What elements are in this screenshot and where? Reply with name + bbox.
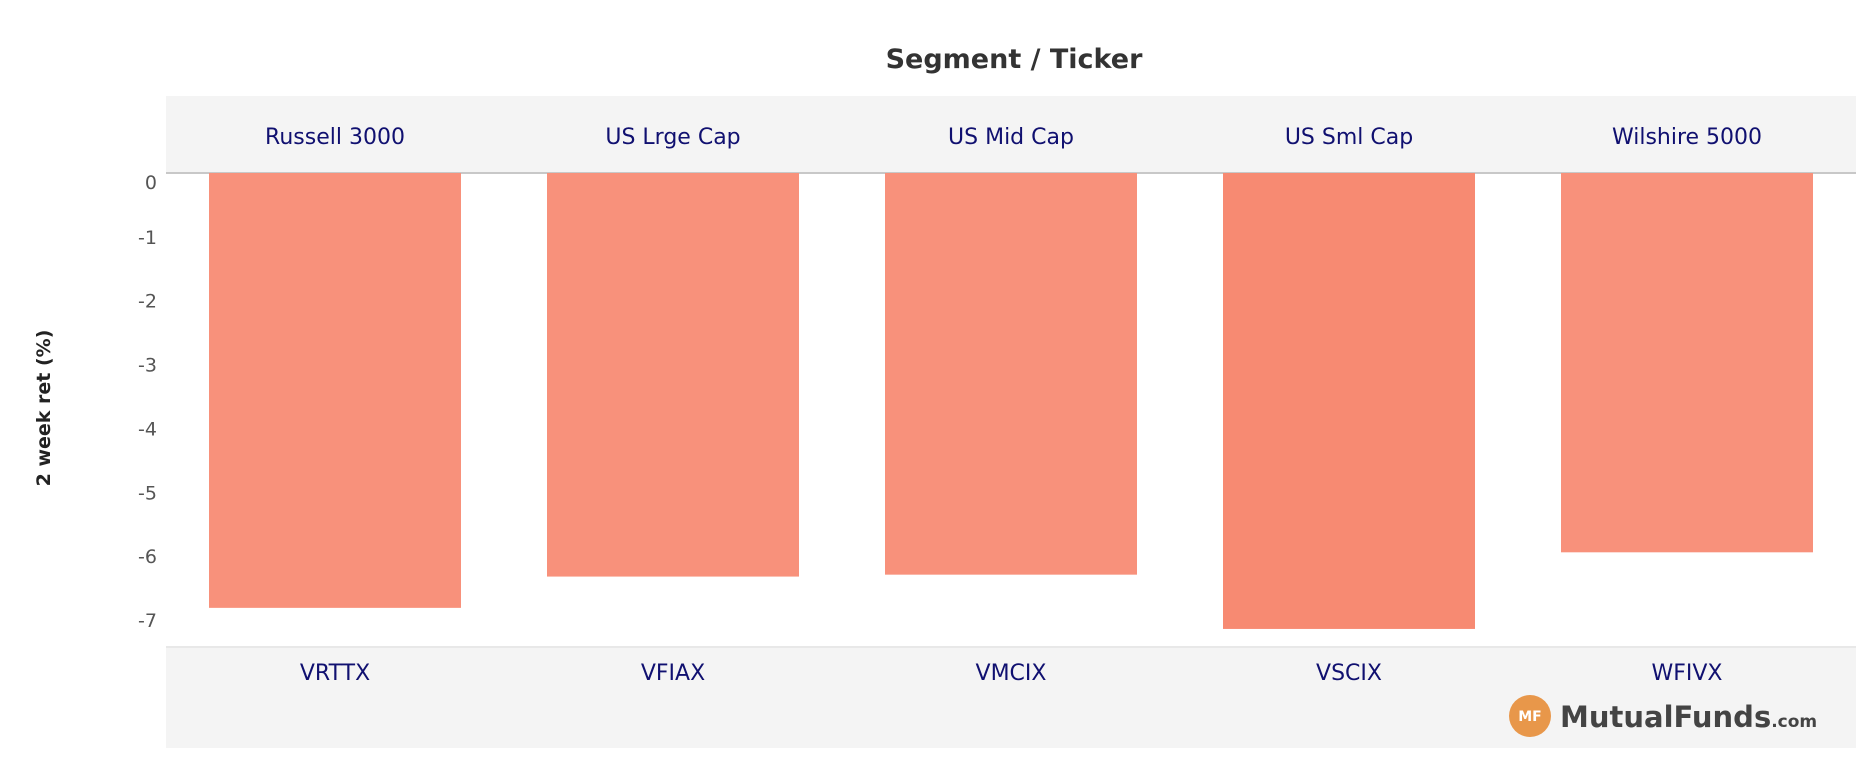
bar[interactable] [209, 173, 461, 608]
y-tick-label: -7 [138, 610, 157, 632]
segment-label: Wilshire 5000 [1612, 125, 1762, 150]
segment-label: US Sml Cap [1285, 125, 1413, 150]
y-tick-label: -1 [138, 227, 157, 249]
bar[interactable] [547, 173, 799, 577]
y-tick-label: -4 [138, 418, 157, 440]
bar[interactable] [1223, 173, 1475, 629]
y-tick-label: -3 [138, 355, 157, 377]
logo-badge-icon [1509, 695, 1551, 737]
logo-badge-text: MF [1518, 709, 1542, 725]
chart-title: Segment / Ticker [886, 44, 1144, 75]
logo-name-suffix: .com [1771, 712, 1817, 732]
segment-label: Russell 3000 [265, 125, 405, 150]
y-tick-label: -5 [138, 482, 157, 504]
ticker-footer-band [166, 648, 1856, 748]
y-tick-label: -6 [138, 546, 157, 568]
mutualfunds-logo[interactable]: MF MutualFunds.com [1509, 695, 1817, 737]
y-tick-label: -2 [138, 291, 157, 313]
y-tick-label: 0 [145, 172, 157, 194]
ticker-label: VMCIX [976, 661, 1047, 686]
ticker-label: VRTTX [300, 661, 370, 686]
ticker-label: VSCIX [1316, 661, 1382, 686]
bar[interactable] [885, 173, 1137, 575]
ticker-label: WFIVX [1651, 661, 1722, 686]
segment-label: US Lrge Cap [605, 125, 740, 150]
bar[interactable] [1561, 173, 1813, 553]
ticker-label: VFIAX [641, 661, 705, 686]
segment-header-band [166, 96, 1856, 172]
logo-name-main: MutualFunds [1560, 700, 1771, 734]
segment-label: US Mid Cap [948, 125, 1074, 150]
logo-name: MutualFunds.com [1560, 700, 1817, 734]
y-axis-label: 2 week ret (%) [33, 330, 55, 487]
